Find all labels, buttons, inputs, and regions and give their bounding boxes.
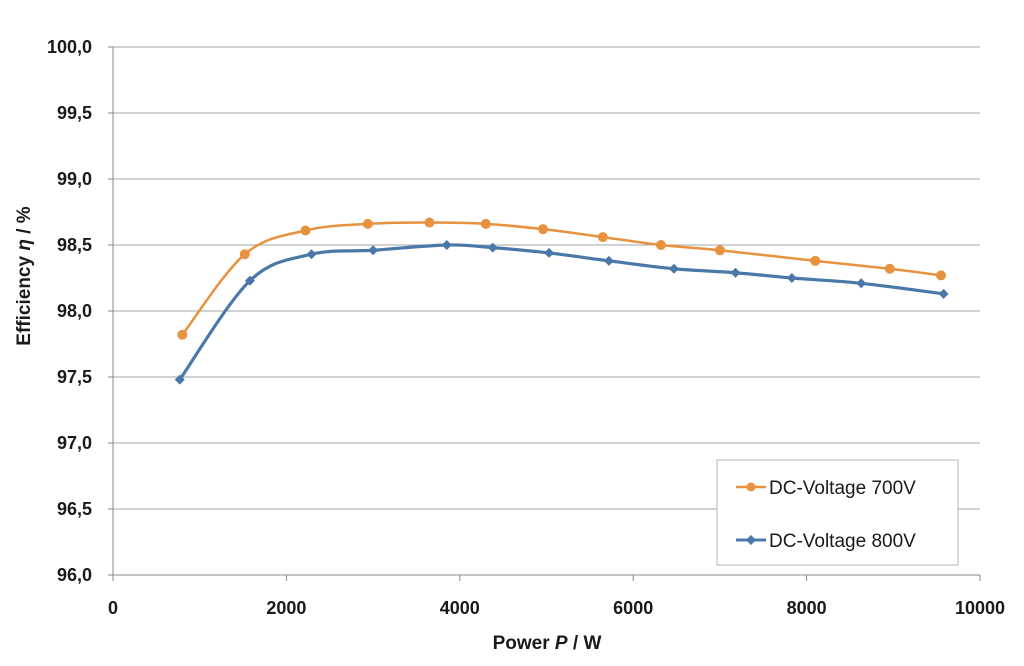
legend: DC-Voltage 700V DC-Voltage 800V xyxy=(716,459,959,566)
data-point xyxy=(306,249,317,260)
legend-entry-700v: DC-Voltage 700V xyxy=(736,478,916,499)
data-point xyxy=(668,263,679,274)
data-point xyxy=(714,245,725,256)
series-700v xyxy=(177,217,946,340)
data-point xyxy=(544,247,555,258)
legend-entry-800v: DC-Voltage 800V xyxy=(736,531,916,552)
data-point xyxy=(362,218,373,229)
data-point xyxy=(480,218,491,229)
y-tick-label: 96,5 xyxy=(57,499,92,519)
legend-label-700v: DC-Voltage 700V xyxy=(769,478,916,499)
axes xyxy=(112,47,980,576)
y-tick-labels: 96,0 96,5 97,0 97,5 98,0 98,5 99,0 99,5 100,0 xyxy=(47,37,92,585)
data-point xyxy=(244,275,255,286)
y-tick-label: 99,5 xyxy=(57,103,92,123)
y-tick-label: 100,0 xyxy=(47,37,92,57)
y-tick-label: 98,0 xyxy=(57,301,92,321)
data-point xyxy=(597,232,608,243)
data-point xyxy=(300,225,311,236)
data-point xyxy=(603,255,614,266)
series-800v xyxy=(174,240,949,385)
legend-marker-800v xyxy=(746,535,756,545)
data-point xyxy=(487,242,498,253)
legend-label-800v: DC-Voltage 800V xyxy=(769,531,916,552)
data-point xyxy=(368,245,379,256)
gridlines xyxy=(108,46,981,581)
data-point xyxy=(935,270,946,281)
x-tick-label: 8000 xyxy=(787,598,827,618)
x-tick-label: 0 xyxy=(108,598,118,618)
data-point xyxy=(239,249,250,260)
data-point xyxy=(786,273,797,283)
data-point xyxy=(810,255,821,266)
x-tick-label: 4000 xyxy=(440,598,480,618)
data-point xyxy=(730,267,741,278)
data-point xyxy=(424,217,435,228)
data-point xyxy=(938,288,949,299)
legend-marker-700v xyxy=(746,482,756,492)
series-layer xyxy=(174,217,949,385)
data-point xyxy=(174,374,185,385)
y-tick-label: 98,5 xyxy=(57,235,92,255)
y-axis-title: Efficiency η / % xyxy=(14,206,35,345)
y-tick-label: 96,0 xyxy=(57,565,92,585)
y-tick-label: 97,5 xyxy=(57,367,92,387)
y-tick-label: 99,0 xyxy=(57,169,92,189)
x-axis-title: Power P / W xyxy=(493,633,602,654)
x-tick-labels: 0 2000 4000 6000 8000 10000 xyxy=(108,598,1005,618)
data-point xyxy=(655,240,666,250)
x-tick-label: 2000 xyxy=(266,598,306,618)
y-tick-label: 97,0 xyxy=(57,433,92,453)
data-point xyxy=(538,224,549,235)
legend-box xyxy=(716,459,959,566)
data-point xyxy=(884,263,895,274)
x-tick-label: 6000 xyxy=(613,598,653,618)
data-point xyxy=(177,329,188,340)
x-tick-label: 10000 xyxy=(955,598,1005,618)
data-point xyxy=(441,240,452,250)
data-point xyxy=(856,278,867,289)
